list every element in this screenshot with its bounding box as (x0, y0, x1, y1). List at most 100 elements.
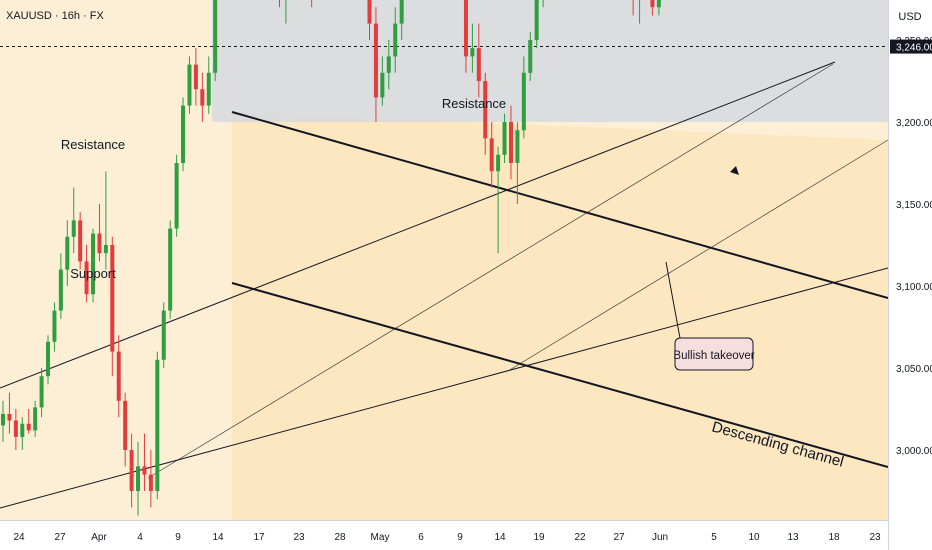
x-tick-label: 27 (54, 532, 66, 543)
candle (187, 56, 192, 114)
candle-body (373, 23, 378, 98)
candle-body (13, 420, 18, 437)
candle (534, 0, 539, 49)
candle-body (116, 351, 121, 401)
annotation-resistance-top: Resistance (442, 96, 506, 111)
x-tick-label: 14 (494, 532, 506, 543)
consolidation-zone (212, 0, 888, 122)
candle (123, 392, 128, 467)
candle-body (515, 130, 520, 163)
candle-body (187, 64, 192, 106)
candle (33, 400, 38, 437)
ascending-thin-line-2 (507, 139, 888, 372)
x-tick-label: 9 (175, 532, 181, 543)
candle-body (213, 0, 218, 73)
ascending-trendline-lower (0, 267, 888, 509)
y-tick-label: 3,050.00 (896, 364, 932, 375)
candle-body (161, 310, 166, 360)
x-tick-label: 9 (457, 532, 463, 543)
candle (65, 220, 70, 286)
candle (373, 7, 378, 122)
candle (84, 245, 89, 303)
x-axis: 24 27 Apr 4 9 14 17 23 28 May 6 9 14 19 22 27 Jun 5 10 13 18… (13, 532, 881, 543)
candle (91, 228, 96, 303)
candle-body (1, 413, 5, 426)
x-tick-label: 27 (613, 532, 625, 543)
candle (168, 220, 173, 319)
candle (200, 72, 205, 122)
candle-body (20, 423, 25, 437)
projected-arrow-icon (730, 166, 739, 175)
candle-body (39, 376, 44, 408)
candle (155, 351, 160, 500)
candle (213, 0, 218, 81)
candle (181, 97, 186, 172)
candle-body (200, 89, 205, 106)
price-tag-support-text: 3,246.00 (896, 43, 932, 54)
x-tick-label: 28 (334, 532, 346, 543)
candle-body (534, 0, 539, 41)
candle (161, 302, 166, 368)
annotation-support: Support (70, 266, 116, 281)
x-tick-label: 6 (418, 532, 424, 543)
symbol-title[interactable]: XAUUSD · 16h · FX (6, 10, 104, 22)
x-tick-label: May (371, 532, 390, 543)
candle (393, 7, 398, 73)
candle (103, 171, 108, 270)
candle (521, 56, 526, 139)
candle-body (52, 310, 57, 342)
candle-body (26, 423, 31, 431)
candle-body (528, 40, 533, 73)
candle (1, 400, 5, 442)
candle-body (393, 23, 398, 57)
candle (386, 40, 391, 90)
ascending-thin-line (147, 63, 834, 479)
candle (650, 0, 655, 16)
candle-body (129, 450, 134, 491)
candle (528, 31, 533, 81)
candle-body (463, 0, 468, 57)
candle (26, 409, 31, 434)
candle-body (650, 0, 655, 8)
candle-body (103, 245, 108, 254)
candle-body (181, 105, 186, 163)
candle (508, 105, 513, 180)
candle (367, 0, 372, 40)
candle-body (399, 0, 404, 24)
y-tick-label: 3,000.00 (896, 446, 932, 457)
candle (496, 146, 501, 254)
candle-body (380, 72, 385, 98)
candle (463, 0, 468, 73)
x-tick-label: 13 (787, 532, 799, 543)
candle-body (206, 72, 211, 106)
candle-body (489, 138, 494, 172)
y-tick-label: 3,200.00 (896, 118, 932, 129)
candle (515, 122, 520, 204)
candle-body (136, 466, 141, 491)
candle (502, 113, 507, 163)
candle-body (476, 48, 481, 81)
callout-box (674, 337, 754, 371)
candle (13, 409, 18, 450)
x-tick-label: Apr (91, 532, 107, 543)
candle (129, 433, 134, 508)
candle (380, 56, 385, 106)
candle-body (496, 154, 501, 172)
candle (78, 212, 83, 270)
candle (110, 236, 115, 377)
candle (136, 441, 141, 516)
candle-body (71, 220, 76, 237)
candle (470, 23, 475, 73)
candle-body (508, 122, 513, 163)
candle (148, 450, 153, 508)
x-tick-label: 10 (748, 532, 760, 543)
candle-body (97, 233, 102, 254)
candle (656, 0, 661, 16)
candle-body (33, 407, 38, 431)
candle-body (193, 64, 198, 90)
candle-body (58, 269, 63, 311)
x-tick-label: 22 (574, 532, 586, 543)
x-tick-label: 18 (828, 532, 840, 543)
